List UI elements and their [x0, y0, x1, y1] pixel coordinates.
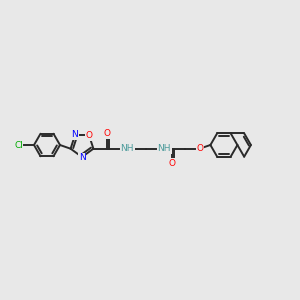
Text: O: O: [85, 131, 93, 140]
Text: O: O: [196, 144, 203, 153]
Text: NH: NH: [158, 144, 171, 153]
Text: O: O: [169, 159, 176, 168]
Text: NH: NH: [120, 144, 134, 153]
Text: N: N: [79, 154, 86, 163]
Text: N: N: [72, 130, 78, 139]
Text: Cl: Cl: [14, 140, 23, 149]
Text: O: O: [104, 129, 111, 138]
